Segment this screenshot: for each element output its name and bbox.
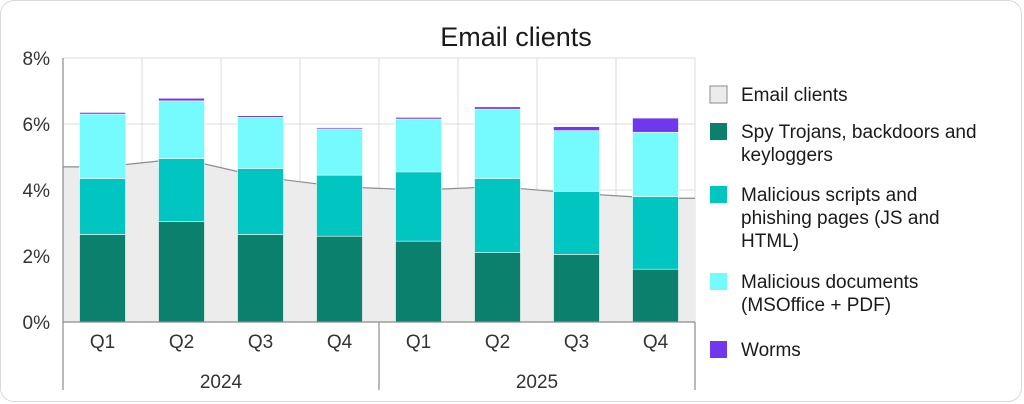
- bar-3-4: [316, 128, 363, 176]
- bar-4-6: [474, 106, 521, 110]
- bar-3-6: [474, 108, 521, 179]
- legend-label: Malicious documents: [741, 272, 918, 293]
- y-tick-label: 0%: [23, 313, 51, 334]
- bar-3-5: [395, 118, 442, 173]
- bar-1-4: [316, 235, 363, 323]
- legend-label: Email clients: [741, 85, 848, 106]
- bar-layer: [79, 97, 679, 323]
- bar-4-1: [79, 112, 126, 115]
- bar-2-2: [158, 158, 205, 222]
- axes: 0% 2% 4% 6% 8% Q1 Q2 Q3 Q4 Q1 Q2 Q3 Q4 2024 2025: [23, 49, 696, 393]
- x-tick-label: Q1: [406, 332, 431, 353]
- bar-1-2: [158, 221, 205, 323]
- x-tick-label: Q2: [169, 332, 194, 353]
- bar-2-4: [316, 174, 363, 237]
- legend-swatch: [709, 85, 728, 104]
- bar-3-2: [158, 100, 205, 159]
- y-tick-label: 8%: [23, 49, 51, 70]
- legend-item: Email clients: [709, 85, 848, 106]
- bar-4-4: [316, 127, 363, 130]
- bar-3-7: [553, 130, 600, 192]
- x-tick-label: Q3: [248, 332, 273, 353]
- area-layer: [63, 158, 695, 322]
- area-line-email-clients: [63, 158, 695, 199]
- y-tick-label: 4%: [23, 181, 51, 202]
- bar-4-2: [158, 97, 205, 102]
- x-group-label: 2024: [200, 372, 243, 393]
- bar-1-5: [395, 240, 442, 323]
- x-group-label: 2025: [516, 372, 558, 393]
- legend-swatch: [710, 341, 727, 358]
- legend-item: Worms: [710, 340, 801, 361]
- legend: Email clients Spy Trojans, backdoors andk…: [709, 85, 977, 361]
- bar-2-6: [474, 178, 521, 253]
- bar-2-1: [79, 178, 126, 235]
- area-fill-email-clients: [63, 158, 695, 322]
- legend-label: Spy Trojans, backdoors and: [741, 122, 977, 143]
- bar-1-3: [237, 234, 284, 323]
- x-tick-label: Q4: [643, 332, 669, 353]
- bar-1-1: [79, 234, 126, 323]
- bar-3-1: [79, 113, 126, 179]
- legend-label: HTML): [741, 231, 799, 252]
- chart-title: Email clients: [440, 22, 592, 52]
- bar-3-8: [632, 131, 679, 197]
- legend-swatch: [710, 186, 727, 203]
- bar-2-7: [553, 191, 600, 255]
- legend-label: phishing pages (JS and: [741, 208, 940, 229]
- bar-4-8: [632, 117, 679, 133]
- x-tick-label: Q3: [564, 332, 589, 353]
- legend-swatch: [710, 273, 727, 290]
- bar-3-3: [237, 117, 284, 169]
- bar-2-3: [237, 168, 284, 235]
- x-tick-label: Q4: [327, 332, 353, 353]
- legend-item: Malicious documents(MSOffice + PDF): [710, 272, 918, 316]
- bar-1-8: [632, 268, 679, 323]
- bar-4-5: [395, 117, 442, 120]
- bar-1-6: [474, 252, 521, 323]
- bar-2-8: [632, 196, 679, 270]
- y-tick-label: 2%: [23, 247, 51, 268]
- legend-label: Worms: [741, 340, 801, 361]
- y-tick-label: 6%: [23, 115, 51, 136]
- bar-4-7: [553, 126, 600, 131]
- bar-1-7: [553, 254, 600, 323]
- legend-label: Malicious scripts and: [741, 185, 917, 206]
- x-tick-label: Q2: [485, 332, 510, 353]
- legend-label: keyloggers: [741, 145, 833, 166]
- legend-swatch: [710, 123, 727, 140]
- x-tick-label: Q1: [90, 332, 115, 353]
- legend-label: (MSOffice + PDF): [741, 295, 891, 316]
- bar-4-3: [237, 115, 284, 118]
- bar-2-5: [395, 171, 442, 242]
